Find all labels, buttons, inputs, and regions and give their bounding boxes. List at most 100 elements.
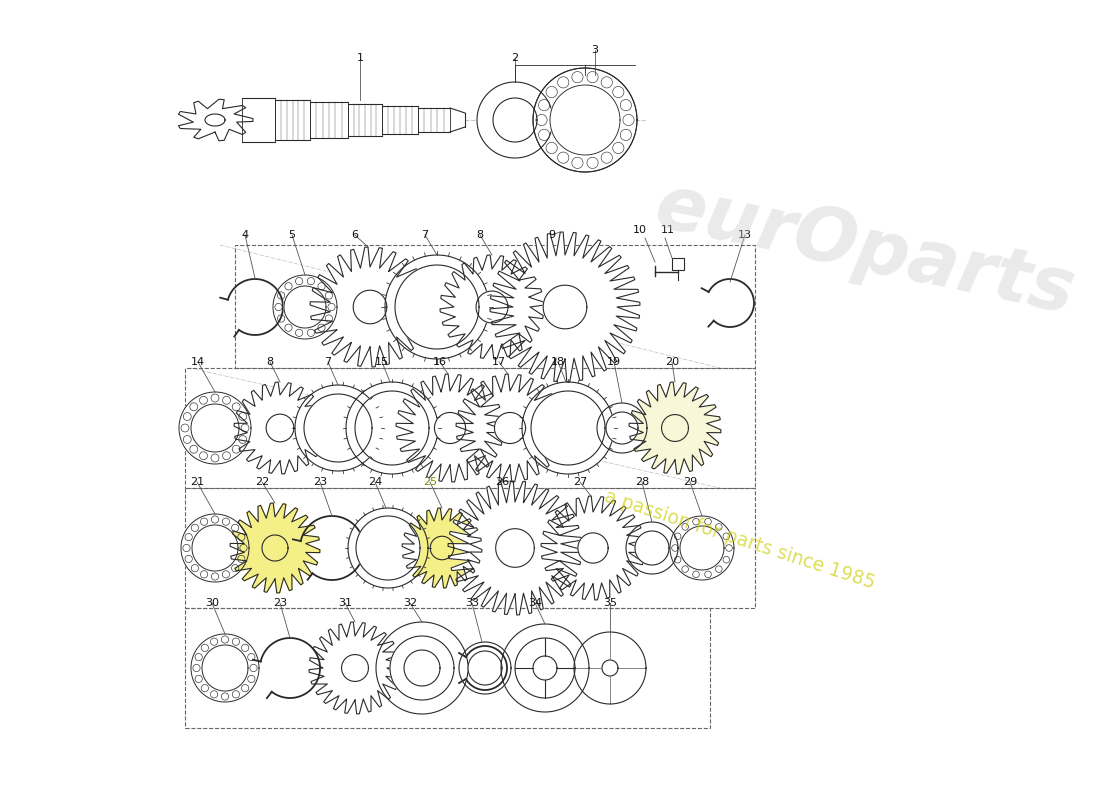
Text: 20: 20 xyxy=(664,357,679,367)
Text: 16: 16 xyxy=(433,357,447,367)
Polygon shape xyxy=(531,391,605,465)
Text: 29: 29 xyxy=(683,477,697,487)
Text: 1: 1 xyxy=(356,53,363,63)
Text: 33: 33 xyxy=(465,598,478,608)
Text: 8: 8 xyxy=(266,357,274,367)
Polygon shape xyxy=(295,385,381,471)
Polygon shape xyxy=(543,285,586,329)
Polygon shape xyxy=(266,414,294,442)
Text: 25: 25 xyxy=(422,477,437,487)
Text: 17: 17 xyxy=(492,357,506,367)
Polygon shape xyxy=(310,247,430,367)
Polygon shape xyxy=(418,108,450,132)
Polygon shape xyxy=(629,382,720,474)
Text: 14: 14 xyxy=(191,357,205,367)
Polygon shape xyxy=(346,382,438,474)
Polygon shape xyxy=(191,404,239,452)
Polygon shape xyxy=(192,525,238,571)
Polygon shape xyxy=(574,632,646,704)
Polygon shape xyxy=(670,516,734,580)
Polygon shape xyxy=(304,394,372,462)
Polygon shape xyxy=(390,636,454,700)
Polygon shape xyxy=(348,508,428,588)
Polygon shape xyxy=(496,529,535,567)
Polygon shape xyxy=(626,522,678,574)
Polygon shape xyxy=(680,526,724,570)
Text: 27: 27 xyxy=(573,477,587,487)
Polygon shape xyxy=(550,85,620,155)
Text: 5: 5 xyxy=(288,230,296,240)
Text: 11: 11 xyxy=(661,225,675,235)
Polygon shape xyxy=(230,503,320,593)
Polygon shape xyxy=(635,531,669,565)
Polygon shape xyxy=(490,232,640,382)
Polygon shape xyxy=(395,265,478,349)
Bar xyxy=(672,258,684,270)
Text: 28: 28 xyxy=(635,477,649,487)
Polygon shape xyxy=(534,68,637,172)
Polygon shape xyxy=(522,382,614,474)
Polygon shape xyxy=(179,392,251,464)
Polygon shape xyxy=(661,414,689,442)
Polygon shape xyxy=(459,642,512,694)
Text: 23: 23 xyxy=(312,477,327,487)
Text: eurOparts: eurOparts xyxy=(649,170,1081,330)
Polygon shape xyxy=(234,382,326,474)
Text: 15: 15 xyxy=(375,357,389,367)
Bar xyxy=(185,368,755,488)
Polygon shape xyxy=(353,290,387,324)
Text: 22: 22 xyxy=(255,477,270,487)
Polygon shape xyxy=(385,255,490,359)
Polygon shape xyxy=(178,99,253,141)
Text: 3: 3 xyxy=(592,45,598,55)
Text: 8: 8 xyxy=(476,230,484,240)
Text: 35: 35 xyxy=(603,598,617,608)
Polygon shape xyxy=(242,98,275,142)
Polygon shape xyxy=(434,413,465,443)
Bar xyxy=(235,245,755,368)
Text: 19: 19 xyxy=(607,357,621,367)
Polygon shape xyxy=(273,275,337,339)
Polygon shape xyxy=(348,104,382,136)
Polygon shape xyxy=(356,516,420,580)
Text: 7: 7 xyxy=(324,357,331,367)
Polygon shape xyxy=(191,634,258,702)
Polygon shape xyxy=(448,481,582,615)
Text: 21: 21 xyxy=(190,477,205,487)
Polygon shape xyxy=(541,496,645,600)
Polygon shape xyxy=(602,660,618,676)
Polygon shape xyxy=(382,106,418,134)
Text: 7: 7 xyxy=(421,230,429,240)
Text: 26: 26 xyxy=(495,477,509,487)
Polygon shape xyxy=(468,651,502,685)
Text: 9: 9 xyxy=(549,230,556,240)
Polygon shape xyxy=(202,645,248,691)
Polygon shape xyxy=(500,624,588,712)
Polygon shape xyxy=(476,291,508,323)
Polygon shape xyxy=(310,102,348,138)
Text: 32: 32 xyxy=(403,598,417,608)
Text: 30: 30 xyxy=(205,598,219,608)
Polygon shape xyxy=(578,533,608,563)
Polygon shape xyxy=(450,108,465,132)
Polygon shape xyxy=(342,654,369,682)
Text: 24: 24 xyxy=(367,477,382,487)
Polygon shape xyxy=(262,535,288,561)
Polygon shape xyxy=(182,514,249,582)
Text: 23: 23 xyxy=(273,598,287,608)
Polygon shape xyxy=(376,622,468,714)
Polygon shape xyxy=(396,374,504,482)
Polygon shape xyxy=(309,622,402,714)
Text: 10: 10 xyxy=(632,225,647,235)
Polygon shape xyxy=(477,82,553,158)
Text: 4: 4 xyxy=(241,230,249,240)
Bar xyxy=(185,608,710,728)
Text: 2: 2 xyxy=(512,53,518,63)
Polygon shape xyxy=(495,413,526,443)
Polygon shape xyxy=(456,374,564,482)
Text: 34: 34 xyxy=(528,598,542,608)
Polygon shape xyxy=(440,255,544,359)
Text: 13: 13 xyxy=(738,230,752,240)
Polygon shape xyxy=(402,508,482,588)
Polygon shape xyxy=(493,98,537,142)
